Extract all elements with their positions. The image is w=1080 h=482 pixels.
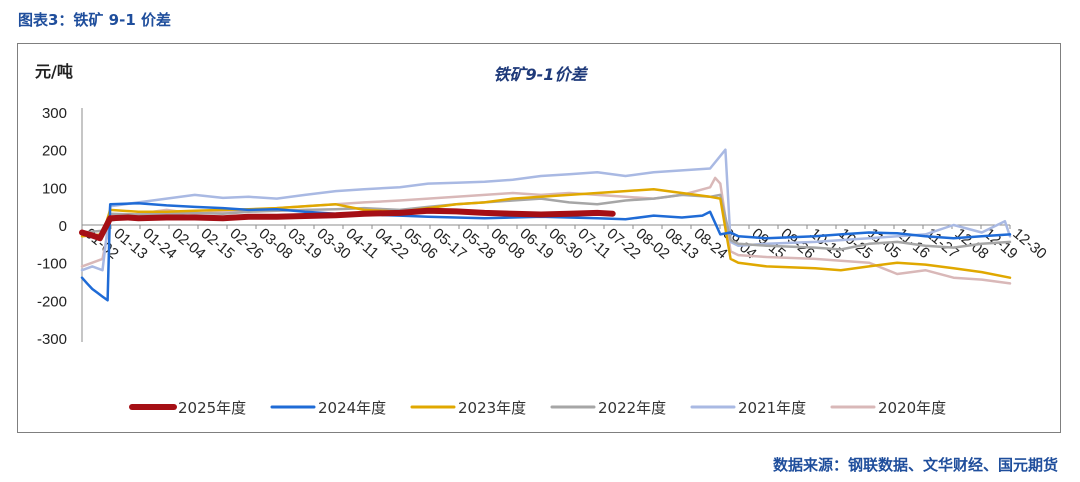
legend-label: 2022年度 (598, 399, 666, 417)
y-tick-label: -300 (37, 331, 67, 348)
y-tick-label: 100 (42, 180, 67, 197)
y-axis-label: 元/吨 (35, 62, 73, 81)
series-lines (79, 148, 1012, 302)
legend-label: 2020年度 (878, 399, 946, 417)
series-line-2021年度 (80, 148, 1012, 272)
x-tick-label: 11-27 (922, 225, 961, 262)
y-tick-label: 0 (59, 218, 67, 235)
x-tick-label: 04-11 (342, 225, 381, 262)
source-note: 数据来源：钢联数据、文华财经、国元期货 (772, 456, 1058, 474)
legend-label: 2024年度 (318, 399, 386, 417)
y-axis-ticks: 300 200 100 0 -100 -200 -300 (37, 105, 67, 348)
axes (81, 108, 1010, 342)
x-tick-label: 07-11 (574, 225, 613, 262)
y-tick-label: -200 (37, 293, 67, 310)
legend: 2025年度 2024年度 2023年度 2022年度 2021年度 2020年度 (129, 399, 946, 417)
series-line-2024年度 (80, 201, 1012, 302)
figure-caption: 图表3：铁矿 9-1 价差 (18, 11, 171, 29)
series-line-2022年度 (80, 193, 1012, 251)
legend-label: 2023年度 (458, 399, 526, 417)
legend-label: 2025年度 (178, 399, 246, 417)
y-tick-label: 200 (42, 143, 67, 160)
x-tick-label: 12-30 (1009, 225, 1049, 263)
y-tick-label: -100 (37, 256, 67, 273)
legend-label: 2021年度 (738, 399, 806, 417)
chart-title: 铁矿9-1价差 (494, 65, 589, 84)
y-tick-label: 300 (42, 105, 67, 122)
series-line-2023年度 (80, 187, 1012, 279)
series-line-2025年度 (79, 207, 616, 242)
